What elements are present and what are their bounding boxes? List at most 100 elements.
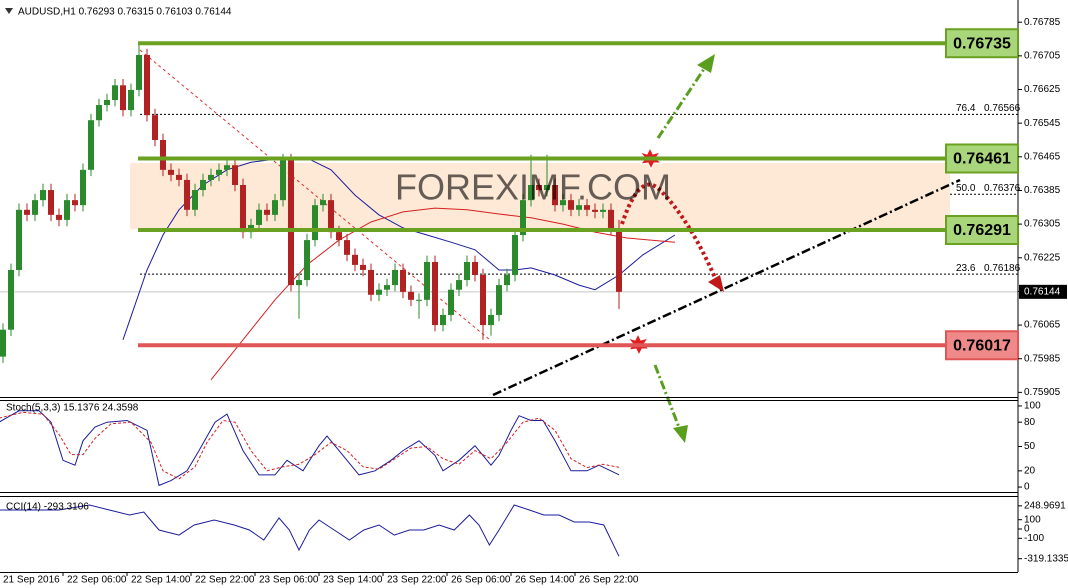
candle-body bbox=[200, 179, 206, 191]
level-label: 0.76735 bbox=[953, 35, 1011, 52]
line-series bbox=[0, 504, 620, 557]
y-tick-label: 0 bbox=[1024, 524, 1030, 535]
candle-body bbox=[232, 165, 238, 185]
candle-body bbox=[288, 160, 294, 286]
watermark: FOREXIMF.COM bbox=[395, 167, 671, 208]
candle-body bbox=[280, 160, 286, 201]
candle-body bbox=[16, 209, 22, 270]
arrow-head bbox=[697, 54, 715, 73]
trend-line bbox=[492, 178, 961, 397]
candle-body bbox=[448, 289, 454, 315]
candle-body bbox=[576, 205, 582, 210]
candle-body bbox=[88, 120, 94, 170]
candle-body bbox=[32, 200, 38, 215]
plot-layer bbox=[0, 43, 1018, 557]
candle-body bbox=[400, 269, 406, 292]
candle-body bbox=[192, 190, 198, 210]
candle-body bbox=[432, 261, 438, 326]
y-tick-label: 0.76305 bbox=[1024, 219, 1061, 230]
candle-body bbox=[240, 184, 246, 233]
candle-body bbox=[136, 55, 142, 90]
level-box bbox=[945, 143, 1019, 174]
candle-body bbox=[128, 89, 134, 111]
candle-body bbox=[0, 329, 6, 357]
candle-body bbox=[144, 55, 150, 116]
candle-body bbox=[464, 261, 470, 281]
candle-body bbox=[496, 285, 502, 315]
x-tick-label: 22 Sep 14:00 bbox=[131, 575, 191, 586]
candle-body bbox=[120, 85, 126, 111]
fib-value: 0.76186 bbox=[984, 263, 1021, 274]
y-tick-label: 20 bbox=[1024, 465, 1036, 476]
fib-value: 0.76566 bbox=[984, 103, 1021, 114]
candle-body bbox=[480, 275, 486, 326]
candle-body bbox=[48, 190, 54, 215]
price-label: 0.76144 bbox=[1024, 286, 1061, 297]
candle-body bbox=[528, 184, 534, 201]
fib-name: 50.0 bbox=[956, 183, 976, 194]
candle-body bbox=[392, 269, 398, 286]
candle-body bbox=[512, 235, 518, 276]
candle-body bbox=[160, 139, 166, 170]
y-tick-label: 100 bbox=[1024, 514, 1041, 525]
fib-value: 0.76376 bbox=[984, 183, 1021, 194]
candle-body bbox=[328, 200, 334, 233]
candle-body bbox=[56, 214, 62, 220]
candle-body bbox=[224, 165, 230, 170]
candle-body bbox=[536, 184, 542, 191]
candle-body bbox=[368, 269, 374, 295]
candle-body bbox=[384, 285, 390, 290]
level-label: 0.76291 bbox=[953, 222, 1011, 239]
candle-body bbox=[296, 280, 302, 286]
y-tick-label: 50 bbox=[1024, 441, 1036, 452]
y-tick-label: 0 bbox=[1024, 482, 1030, 493]
candle-body bbox=[616, 229, 622, 292]
candle-body bbox=[72, 200, 78, 206]
candle-body bbox=[584, 205, 590, 210]
level-box bbox=[945, 28, 1019, 59]
candle-body bbox=[608, 209, 614, 230]
candle-body bbox=[360, 264, 366, 270]
candle-body bbox=[208, 174, 214, 180]
candle-body bbox=[24, 209, 30, 215]
candle-body bbox=[600, 209, 606, 212]
candle-body bbox=[544, 184, 550, 191]
candle-body bbox=[256, 209, 262, 225]
candle-body bbox=[376, 289, 382, 295]
level-label: 0.76017 bbox=[953, 337, 1011, 354]
candle-body bbox=[40, 190, 46, 201]
stoch-title: Stoch(5,3,3) 15.1376 24.3598 bbox=[6, 403, 139, 414]
candle-body bbox=[424, 261, 430, 300]
candle-body bbox=[440, 314, 446, 326]
arrow-head bbox=[708, 275, 724, 292]
candle-body bbox=[216, 169, 222, 175]
chart-title: AUDUSD,H1 0.76293 0.76315 0.76103 0.7614… bbox=[18, 7, 232, 18]
y-tick-label: -100 bbox=[1024, 533, 1044, 544]
y-tick-label: 248.9691 bbox=[1024, 500, 1066, 511]
candle-body bbox=[64, 200, 70, 220]
line-series bbox=[0, 411, 620, 480]
candle-body bbox=[264, 209, 270, 215]
candle-body bbox=[312, 205, 318, 241]
y-tick-label: 0.76705 bbox=[1024, 50, 1061, 61]
price-box bbox=[1019, 284, 1067, 299]
y-tick-label: 0.76785 bbox=[1024, 17, 1061, 28]
arrow-head bbox=[673, 425, 688, 443]
x-tick-label: 26 Sep 06:00 bbox=[451, 575, 511, 586]
candle-body bbox=[320, 200, 326, 206]
candle-body bbox=[80, 169, 86, 206]
level-box bbox=[945, 214, 1019, 245]
candle-body bbox=[352, 254, 358, 265]
candle-body bbox=[416, 299, 422, 301]
candle-body bbox=[336, 232, 342, 241]
x-tick-label: 23 Sep 22:00 bbox=[387, 575, 447, 586]
candle-body bbox=[456, 280, 462, 290]
y-tick-label: 0.76225 bbox=[1024, 252, 1061, 263]
y-tick-label: 0.75985 bbox=[1024, 353, 1061, 364]
x-tick-label: 23 Sep 14:00 bbox=[323, 575, 383, 586]
candle-body bbox=[504, 275, 510, 286]
candle-body bbox=[472, 261, 478, 276]
